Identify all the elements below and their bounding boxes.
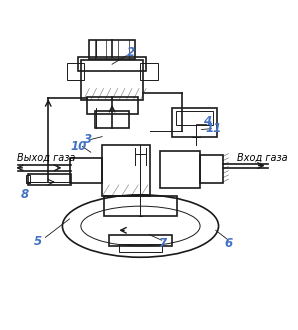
Bar [81, 60, 143, 100]
Text: Выход газа: Выход газа [17, 153, 75, 163]
Bar [67, 63, 84, 80]
Bar [102, 145, 150, 196]
Bar [109, 235, 172, 246]
Text: 6: 6 [224, 237, 232, 249]
Bar [140, 63, 158, 80]
Text: 8: 8 [21, 188, 29, 201]
Bar [89, 40, 135, 58]
Bar [119, 245, 162, 251]
Bar [28, 174, 71, 185]
Bar [86, 97, 138, 114]
Text: Вход газа: Вход газа [237, 153, 288, 163]
Text: 4: 4 [203, 115, 211, 127]
Text: 7: 7 [158, 237, 166, 249]
Text: 10: 10 [70, 140, 87, 153]
Text: 2: 2 [126, 47, 135, 59]
Bar [104, 196, 177, 216]
Bar [172, 108, 217, 137]
Bar [95, 111, 129, 128]
Bar [78, 57, 146, 71]
Text: 5: 5 [34, 235, 42, 248]
Bar [200, 155, 223, 183]
Text: 11: 11 [206, 121, 222, 135]
Text: 3: 3 [84, 133, 92, 146]
Bar [160, 151, 200, 188]
Bar [176, 111, 213, 125]
Bar [69, 158, 102, 183]
Bar [26, 175, 30, 183]
